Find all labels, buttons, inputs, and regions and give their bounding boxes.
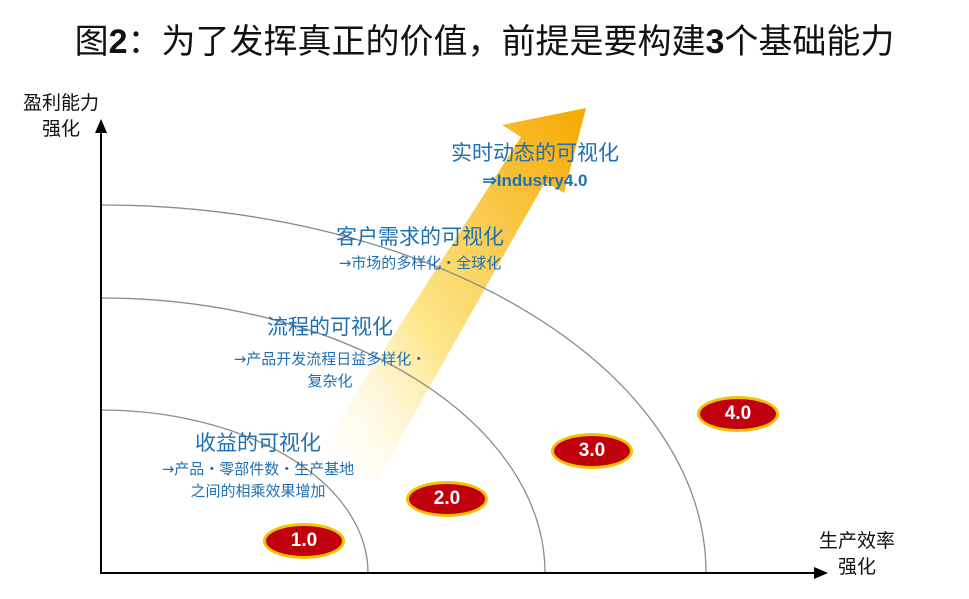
growth-arrow	[323, 108, 586, 482]
x-axis-label: 生产效率 强化	[792, 528, 922, 580]
level-3-line-1: →市场的多样化・全球化	[338, 254, 502, 272]
arc-level-1	[100, 409, 369, 574]
title-suffix: 个基础能力	[724, 22, 895, 62]
level-4-heading: 实时动态的可视化	[451, 141, 619, 165]
level-2-line-1: →产品开发流程日益多样化・	[233, 350, 427, 368]
badge-1-0: 1.0	[263, 523, 345, 559]
arc-level-2	[100, 297, 546, 574]
y-axis-label-line-2: 强化	[41, 118, 80, 140]
level-4-block: 实时动态的可视化 ⇒Industry4.0	[385, 138, 685, 194]
level-3-block: 客户需求的可视化 →市场的多样化・全球化	[270, 222, 570, 274]
badge-3-0: 3.0	[551, 433, 633, 469]
badge-4-0: 4.0	[697, 396, 779, 432]
level-1-block: 收益的可视化 →产品・零部件数・生产基地 之间的相乘效果增加	[108, 428, 408, 502]
level-4-line-1: ⇒Industry4.0	[482, 171, 588, 190]
page-title: 图2：为了发挥真正的价值，前提是要构建3个基础能力	[0, 14, 969, 63]
arc-level-3	[100, 204, 707, 574]
y-axis-label: 盈利能力 强化	[6, 90, 116, 142]
badge-2-0: 2.0	[406, 481, 488, 517]
y-axis-arrowhead	[95, 119, 107, 133]
title-number: 2	[108, 23, 128, 61]
level-2-block: 流程的可视化 →产品开发流程日益多样化・ 复杂化	[180, 312, 480, 392]
level-3-heading: 客户需求的可视化	[336, 225, 504, 249]
x-axis-label-line-2: 强化	[837, 556, 876, 578]
level-2-heading: 流程的可视化	[267, 315, 393, 339]
level-2-line-2: 复杂化	[307, 372, 353, 390]
x-axis-arrowhead	[814, 567, 828, 579]
title-number-2: 3	[705, 23, 725, 61]
y-axis-label-line-1: 盈利能力	[22, 92, 99, 114]
level-1-line-2: 之间的相乘效果增加	[190, 482, 326, 500]
level-1-heading: 收益的可视化	[195, 431, 321, 455]
title-text: ：为了发挥真正的价值，前提是要构建	[127, 22, 706, 62]
x-axis-label-line-1: 生产效率	[818, 530, 895, 552]
level-1-line-1: →产品・零部件数・生产基地	[161, 460, 355, 478]
title-prefix: 图	[74, 22, 109, 62]
